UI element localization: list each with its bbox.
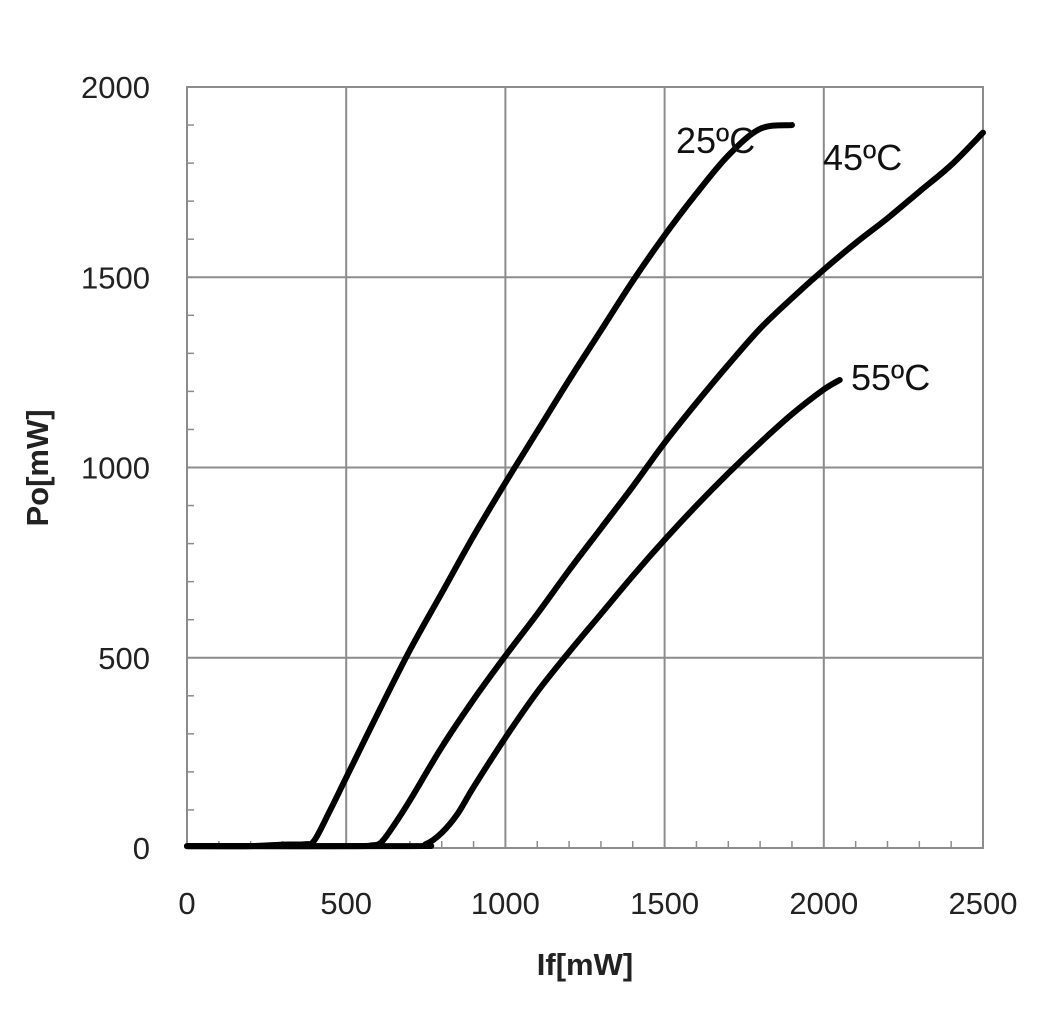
curve-label-55c: 55ºC — [851, 357, 930, 398]
y-axis-title: Po[mW] — [20, 409, 55, 526]
series-line-45c — [184, 129, 986, 850]
x-tick-label: 1000 — [471, 886, 540, 921]
y-tick-label: 1500 — [81, 260, 150, 295]
y-axis-ticks: 0 500 1000 1500 2000 — [81, 70, 150, 866]
x-tick-label: 500 — [320, 886, 372, 921]
curve-label-25c: 25ºC — [676, 120, 755, 161]
x-axis-title: If[mW] — [537, 947, 633, 982]
x-tick-label: 2000 — [789, 886, 858, 921]
curve-label-45c: 45ºC — [823, 137, 902, 178]
grid — [186, 86, 984, 849]
x-tick-label: 1500 — [630, 886, 699, 921]
x-tick-label: 0 — [178, 886, 195, 921]
x-axis-ticks: 0 500 1000 1500 2000 2500 — [178, 886, 1017, 921]
plot-frame — [186, 86, 984, 849]
series-line-55c — [184, 376, 843, 850]
y-tick-label: 2000 — [81, 70, 150, 105]
minor-ticks — [187, 124, 952, 848]
series-lines — [184, 122, 986, 850]
x-tick-label: 2500 — [949, 886, 1018, 921]
y-tick-label: 1000 — [81, 451, 150, 486]
y-tick-label: 500 — [98, 641, 150, 676]
series-line-25c — [184, 122, 795, 850]
y-tick-label: 0 — [133, 831, 150, 866]
